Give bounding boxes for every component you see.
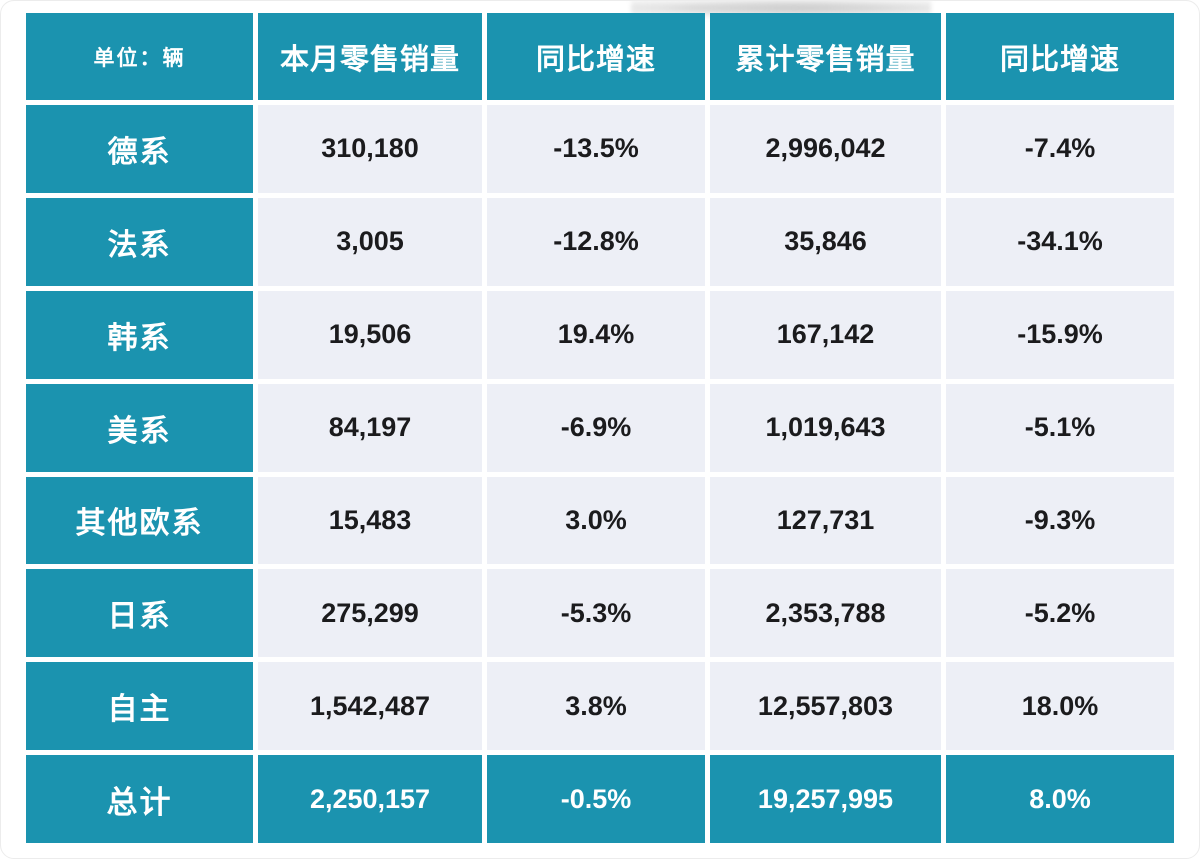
cell-cum-sales: 2,996,042 (710, 105, 941, 193)
cell-month-sales: 310,180 (258, 105, 482, 193)
cell-month-yoy: -13.5% (487, 105, 705, 193)
col-header-month-sales: 本月零售销量 (258, 13, 482, 100)
cell-month-yoy: -12.8% (487, 197, 705, 286)
cell-cum-yoy: -7.4% (946, 105, 1174, 193)
row-label: 总计 (26, 755, 253, 843)
cell-month-yoy: -0.5% (487, 755, 705, 843)
cell-month-yoy: -5.3% (487, 569, 705, 658)
cell-cum-sales: 35,846 (710, 197, 941, 286)
row-label: 自主 (26, 662, 253, 751)
table-row-french: 法系 3,005 -12.8% 35,846 -34.1% (26, 197, 1174, 286)
row-label: 其他欧系 (26, 476, 253, 565)
col-header-cum-sales: 累计零售销量 (710, 13, 941, 100)
cell-month-sales: 15,483 (258, 476, 482, 565)
cell-month-yoy: 19.4% (487, 290, 705, 379)
cell-month-sales: 2,250,157 (258, 755, 482, 843)
header-row: 单位：辆 本月零售销量 同比增速 累计零售销量 同比增速 (26, 13, 1174, 100)
cell-month-sales: 1,542,487 (258, 662, 482, 751)
cell-cum-sales: 167,142 (710, 290, 941, 379)
table-row-total: 总计 2,250,157 -0.5% 19,257,995 8.0% (26, 755, 1174, 843)
table-row-domestic: 自主 1,542,487 3.8% 12,557,803 18.0% (26, 662, 1174, 751)
table-row-german: 德系 310,180 -13.5% 2,996,042 -7.4% (26, 105, 1174, 193)
cell-cum-yoy: -15.9% (946, 290, 1174, 379)
row-label: 美系 (26, 383, 253, 472)
cell-cum-sales: 19,257,995 (710, 755, 941, 843)
cell-cum-yoy: 8.0% (946, 755, 1174, 843)
row-label: 法系 (26, 197, 253, 286)
cell-month-yoy: -6.9% (487, 383, 705, 472)
cell-month-yoy: 3.8% (487, 662, 705, 751)
cell-cum-yoy: -9.3% (946, 476, 1174, 565)
cell-cum-yoy: -34.1% (946, 197, 1174, 286)
table-row-japanese: 日系 275,299 -5.3% 2,353,788 -5.2% (26, 569, 1174, 658)
cell-month-sales: 275,299 (258, 569, 482, 658)
col-header-month-yoy: 同比增速 (487, 13, 705, 100)
table-row-korean: 韩系 19,506 19.4% 167,142 -15.9% (26, 290, 1174, 379)
cell-cum-sales: 127,731 (710, 476, 941, 565)
cell-month-sales: 19,506 (258, 290, 482, 379)
cell-month-sales: 3,005 (258, 197, 482, 286)
retail-sales-table: 单位：辆 本月零售销量 同比增速 累计零售销量 同比增速 德系 310,180 … (21, 8, 1179, 848)
table-row-other-european: 其他欧系 15,483 3.0% 127,731 -9.3% (26, 476, 1174, 565)
cell-cum-yoy: -5.1% (946, 383, 1174, 472)
row-label: 韩系 (26, 290, 253, 379)
cell-cum-sales: 1,019,643 (710, 383, 941, 472)
row-label: 德系 (26, 105, 253, 193)
cell-month-sales: 84,197 (258, 383, 482, 472)
cell-cum-yoy: -5.2% (946, 569, 1174, 658)
unit-label: 单位：辆 (26, 13, 253, 100)
cell-cum-sales: 12,557,803 (710, 662, 941, 751)
cell-cum-yoy: 18.0% (946, 662, 1174, 751)
col-header-cum-yoy: 同比增速 (946, 13, 1174, 100)
cell-cum-sales: 2,353,788 (710, 569, 941, 658)
cell-month-yoy: 3.0% (487, 476, 705, 565)
row-label: 日系 (26, 569, 253, 658)
table-row-american: 美系 84,197 -6.9% 1,019,643 -5.1% (26, 383, 1174, 472)
